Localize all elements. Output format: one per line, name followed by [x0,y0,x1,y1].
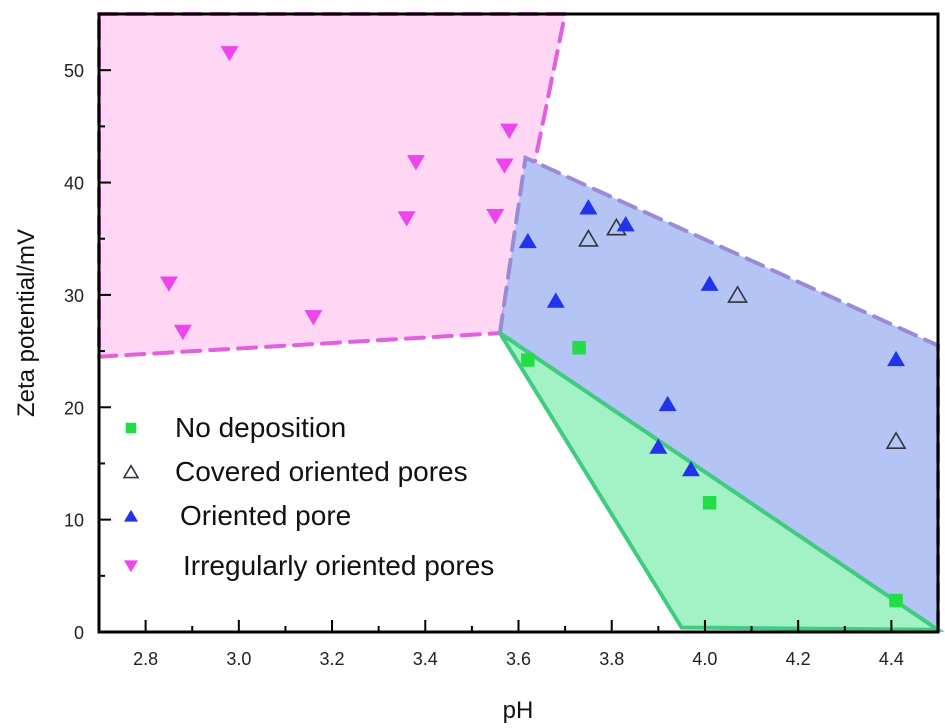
data-point-oriented-pore [700,275,719,291]
data-point-irregularly-oriented-pores [486,209,505,225]
no-deposition-region [498,331,945,632]
x-tick-label: 2.8 [133,649,158,669]
data-point-irregularly-oriented-pores [495,158,514,174]
x-axis-ticks: 2.8 3.0 3.2 3.4 3.6 3.8 4.0 4.2 4.4 [98,620,939,669]
y-tick-label: 10 [64,511,84,531]
data-point-irregularly-oriented-pores [304,310,323,326]
regions-layer [97,12,945,634]
legend-marker-covered-oriented-pores [122,464,140,479]
legend-item-covered-oriented-pores: Covered oriented pores [122,456,468,487]
data-point-covered-oriented-pores [578,229,599,247]
x-tick-label: 3.0 [226,649,251,669]
legend: No deposition Covered oriented pores Orien… [122,412,494,581]
legend-label: No deposition [175,412,346,443]
data-point-irregularly-oriented-pores [220,46,239,62]
legend-label: Oriented pore [180,500,351,531]
data-point-covered-oriented-pores [727,285,748,303]
data-point-oriented-pore [518,232,537,249]
data-point-oriented-pore [681,460,700,477]
data-point-irregularly-oriented-pores [159,276,178,292]
data-point-oriented-pore [616,216,635,232]
x-tick-label: 3.8 [599,649,624,669]
x-tick-label: 3.4 [413,649,438,669]
legend-marker-oriented-pore [124,509,138,522]
y-axis-ticks: 0 10 20 30 40 50 [64,13,111,643]
x-tick-label: 4.4 [879,649,904,669]
irregularly-oriented-pores-region [97,12,568,359]
x-tick-label: 4.2 [786,649,811,669]
legend-item-oriented-pore: Oriented pore [124,500,351,531]
x-tick-label: 3.6 [506,649,531,669]
data-point-oriented-pore [579,199,598,215]
data-point-oriented-pore [887,350,906,367]
y-axis-title: Zeta potential/mV [13,229,40,417]
data-point-irregularly-oriented-pores [406,155,425,171]
x-tick-label: 4.0 [692,649,717,669]
data-point-no-deposition [889,593,903,608]
legend-label: Irregularly oriented pores [183,550,494,581]
data-point-oriented-pore [546,292,565,308]
x-axis-title: pH [503,697,534,724]
legend-marker-irregularly-oriented-pores [124,560,138,573]
y-tick-label: 30 [64,286,84,306]
x-tick-label: 3.2 [320,649,345,669]
data-point-no-deposition [521,353,535,367]
data-point-no-deposition [572,340,586,355]
y-tick-label: 0 [74,623,84,643]
legend-item-irregularly-oriented-pores: Irregularly oriented pores [124,550,494,581]
data-point-irregularly-oriented-pores [500,123,519,139]
data-point-irregularly-oriented-pores [397,211,416,227]
data-point-irregularly-oriented-pores [173,324,192,341]
y-tick-label: 40 [64,174,84,194]
legend-marker-no-deposition [125,422,137,434]
legend-item-no-deposition: No deposition [125,412,346,443]
data-point-covered-oriented-pores [885,431,907,449]
data-point-oriented-pore [649,438,668,454]
y-tick-label: 20 [64,398,84,418]
data-point-no-deposition [702,496,717,510]
y-tick-label: 50 [64,61,84,81]
data-point-oriented-pore [658,395,677,412]
data-points-layer [159,46,907,608]
legend-label: Covered oriented pores [175,456,468,487]
